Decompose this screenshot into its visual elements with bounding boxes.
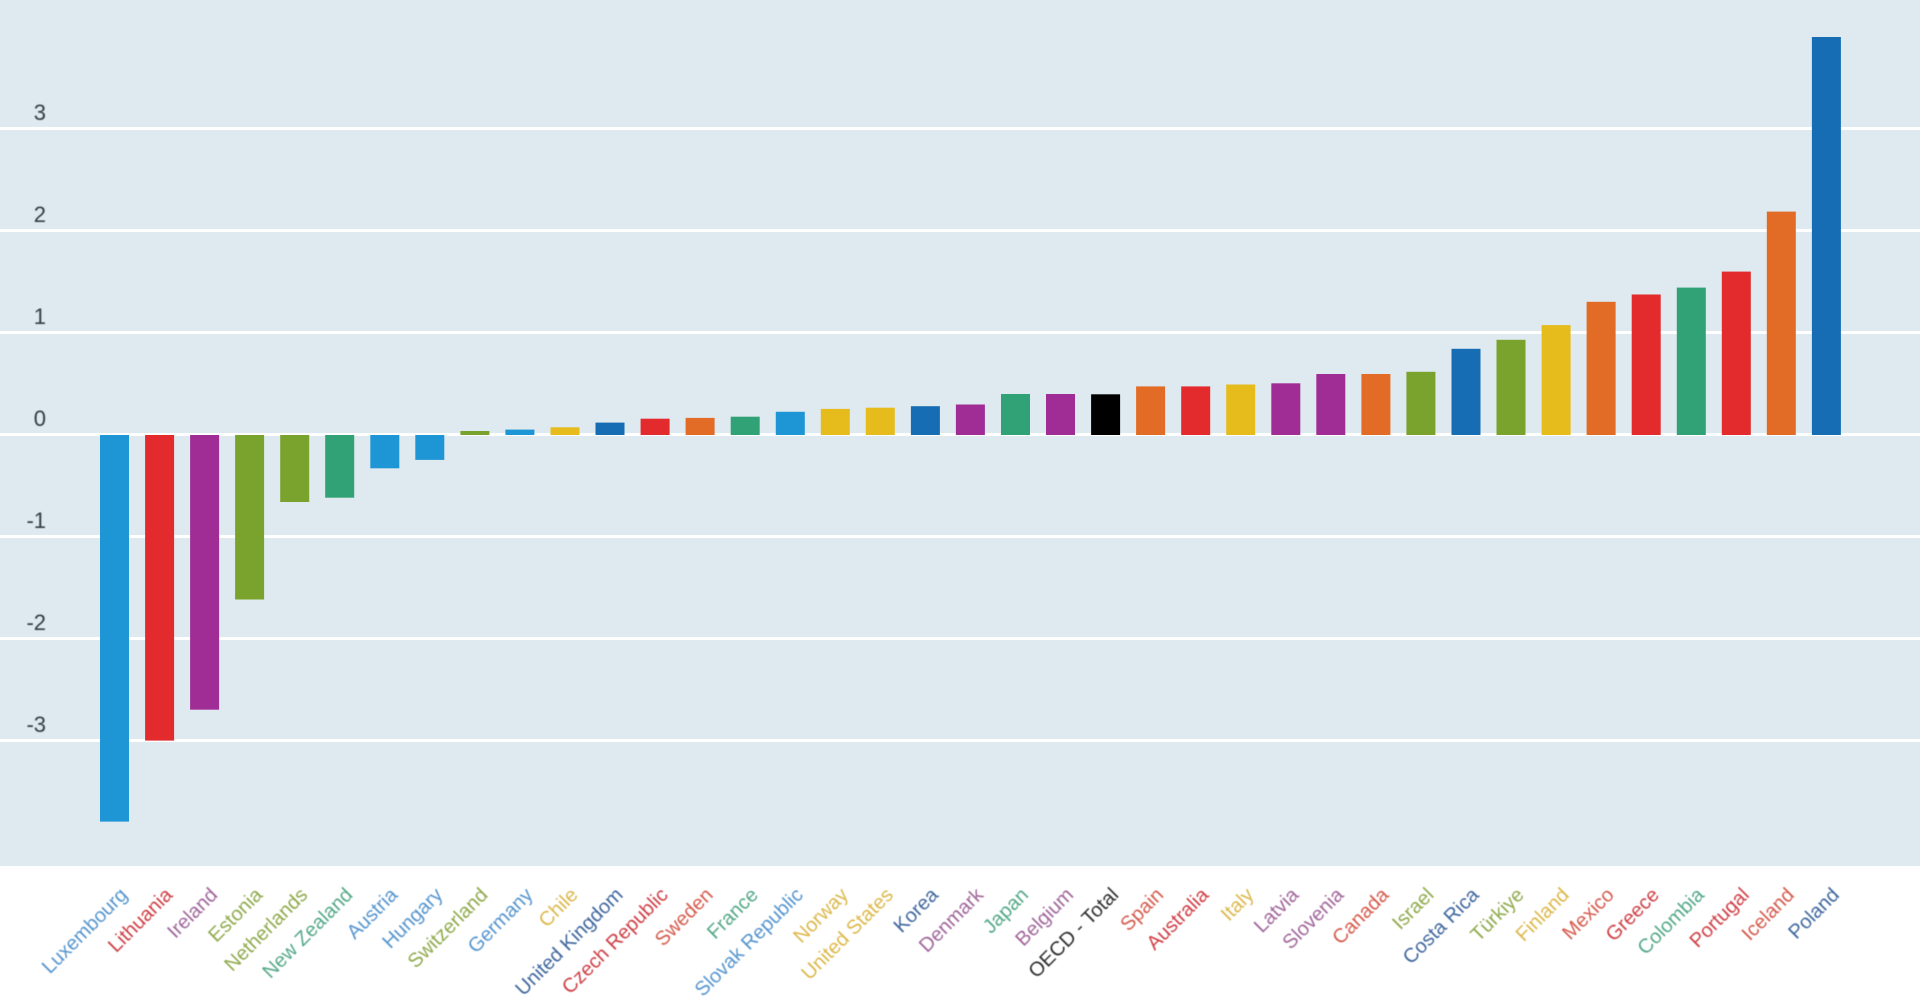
svg-text:Poland: Poland [1784,884,1844,944]
svg-text:-1: -1 [26,508,46,533]
svg-text:0: 0 [34,406,46,431]
svg-text:1: 1 [34,304,46,329]
svg-text:3: 3 [34,100,46,125]
svg-text:-3: -3 [26,712,46,737]
svg-text:2: 2 [34,202,46,227]
svg-text:-2: -2 [26,610,46,635]
